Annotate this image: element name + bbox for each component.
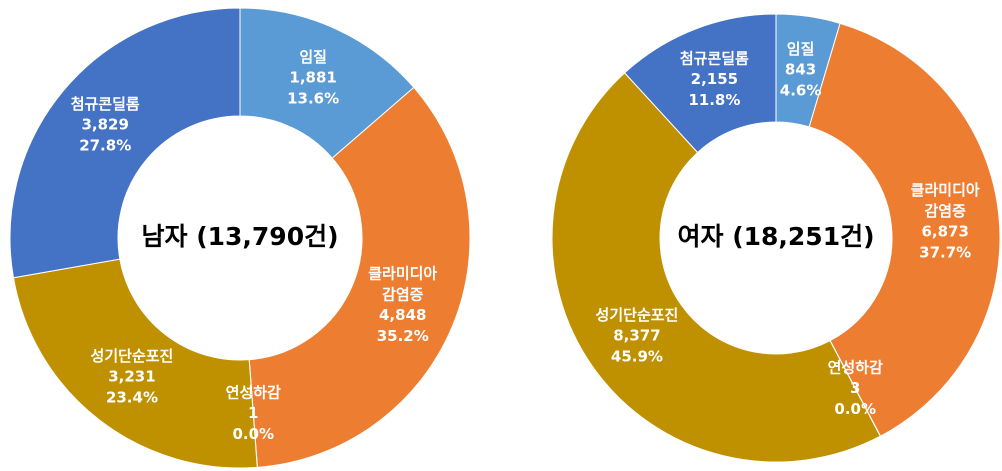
- value-label: 4,848: [379, 306, 426, 324]
- center-title: 여자 (18,251건): [677, 222, 874, 251]
- value-label: 8,377: [613, 326, 660, 344]
- value-label: 6,873: [921, 222, 968, 240]
- value-label: 3: [850, 379, 860, 397]
- slice-label: 성기단순포진: [91, 346, 174, 364]
- percent-label: 23.4%: [106, 388, 158, 406]
- value-label: 843: [785, 60, 816, 78]
- center-title: 남자 (13,790건): [141, 222, 338, 251]
- value-label: 1: [248, 404, 258, 422]
- percent-label: 45.9%: [611, 347, 663, 365]
- label-line: 클라미디아: [368, 264, 437, 282]
- slice-label: 연성하감: [226, 383, 281, 401]
- percent-label: 13.6%: [287, 89, 339, 107]
- value-label: 2,155: [691, 70, 738, 88]
- slice-label: 첨규콘딜롬: [680, 49, 749, 67]
- label-line: 첨규콘딜롬: [71, 94, 140, 112]
- slice-label: 임질: [787, 39, 815, 57]
- slice-label: 연성하감: [828, 358, 883, 376]
- label-line: 첨규콘딜롬: [680, 49, 749, 67]
- slice-label: 성기단순포진: [596, 305, 679, 323]
- donut-slice: [808, 22, 1001, 437]
- donut-slice: [248, 86, 471, 468]
- donut-slice: [9, 7, 241, 279]
- percent-label: 37.7%: [919, 243, 971, 261]
- label-line: 감염증: [924, 201, 966, 219]
- donut-slice: [12, 258, 258, 469]
- donut-slice: [623, 13, 777, 154]
- percent-label: 0.0%: [834, 400, 876, 418]
- value-label: 3,829: [81, 115, 128, 133]
- label-line: 임질: [787, 39, 815, 57]
- value-label: 1,881: [289, 68, 336, 86]
- label-line: 연성하감: [828, 358, 883, 376]
- percent-label: 0.0%: [232, 425, 274, 443]
- label-line: 성기단순포진: [596, 305, 679, 323]
- label-line: 임질: [299, 47, 327, 65]
- percent-label: 11.8%: [688, 91, 740, 109]
- percent-label: 27.8%: [79, 136, 131, 154]
- label-line: 성기단순포진: [91, 346, 174, 364]
- value-label: 3,231: [108, 367, 155, 385]
- label-line: 클라미디아: [911, 180, 980, 198]
- donut-slice: [551, 72, 881, 463]
- slice-label: 임질: [299, 47, 327, 65]
- percent-label: 35.2%: [377, 327, 429, 345]
- label-line: 감염증: [382, 285, 424, 303]
- label-line: 연성하감: [226, 383, 281, 401]
- percent-label: 4.6%: [780, 81, 822, 99]
- slice-label: 첨규콘딜롬: [71, 94, 140, 112]
